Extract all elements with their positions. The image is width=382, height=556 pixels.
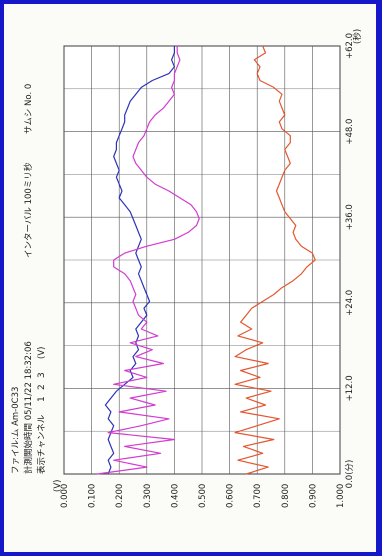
y-tick-label: 0.000 [60, 484, 70, 508]
y-tick-label: 0.100 [88, 484, 98, 508]
y-tick-label: 0.400 [170, 484, 180, 508]
series-line-3 [97, 46, 200, 475]
y-tick-label: 0.800 [281, 484, 291, 508]
tick-labels: 1.000 0.900 0.800 0.700 0.600 0.500 0.400 0.300… [60, 33, 355, 508]
legend-channel-2: 2 [37, 384, 47, 390]
header-channels-label: 表示チャンネル [36, 414, 47, 474]
x-tick-label: +48.0 [345, 119, 355, 145]
header-sheet: サムシ No. 0 [24, 84, 34, 134]
x-tick-label: +62.0 [345, 33, 355, 59]
series-group [97, 45, 316, 475]
x-tick-label: 0.0(分) [345, 460, 355, 489]
y-tick-label: 0.500 [198, 484, 208, 508]
series-line-2 [234, 45, 316, 475]
legend-channel-1: 1 [37, 396, 47, 402]
y-tick-label: 0.300 [143, 484, 153, 508]
header: ファイル:ム Am-0C33 計測開始時間 05/11/22 18:32:06 … [11, 29, 363, 492]
y-tick-label: 0.900 [308, 484, 318, 508]
grid [63, 45, 341, 475]
y-axis-unit-label: (V) [53, 480, 63, 492]
header-unit: (V) [37, 347, 47, 359]
line-chart: 1.000 0.900 0.800 0.700 0.600 0.500 0.400 0.300… [11, 29, 363, 508]
y-tick-label: 0.600 [226, 484, 236, 508]
x-tick-label: +12.0 [345, 375, 355, 401]
series-line-1 [104, 46, 175, 475]
legend-channel-3: 3 [37, 372, 47, 378]
header-start-time: 計測開始時間 05/11/22 18:32:06 [23, 341, 34, 474]
header-interval: インターバル 100ミリ秒 [23, 162, 34, 258]
y-tick-label: 0.200 [115, 484, 125, 508]
x-tick-label: +36.0 [345, 204, 355, 230]
y-tick-label: 0.700 [253, 484, 263, 508]
x-tick-label: +24.0 [345, 290, 355, 316]
y-tick-label: 1.000 [336, 484, 346, 508]
header-file: ファイル:ム Am-0C33 [11, 387, 21, 474]
x-axis-unit-label: (秒) [352, 29, 363, 44]
